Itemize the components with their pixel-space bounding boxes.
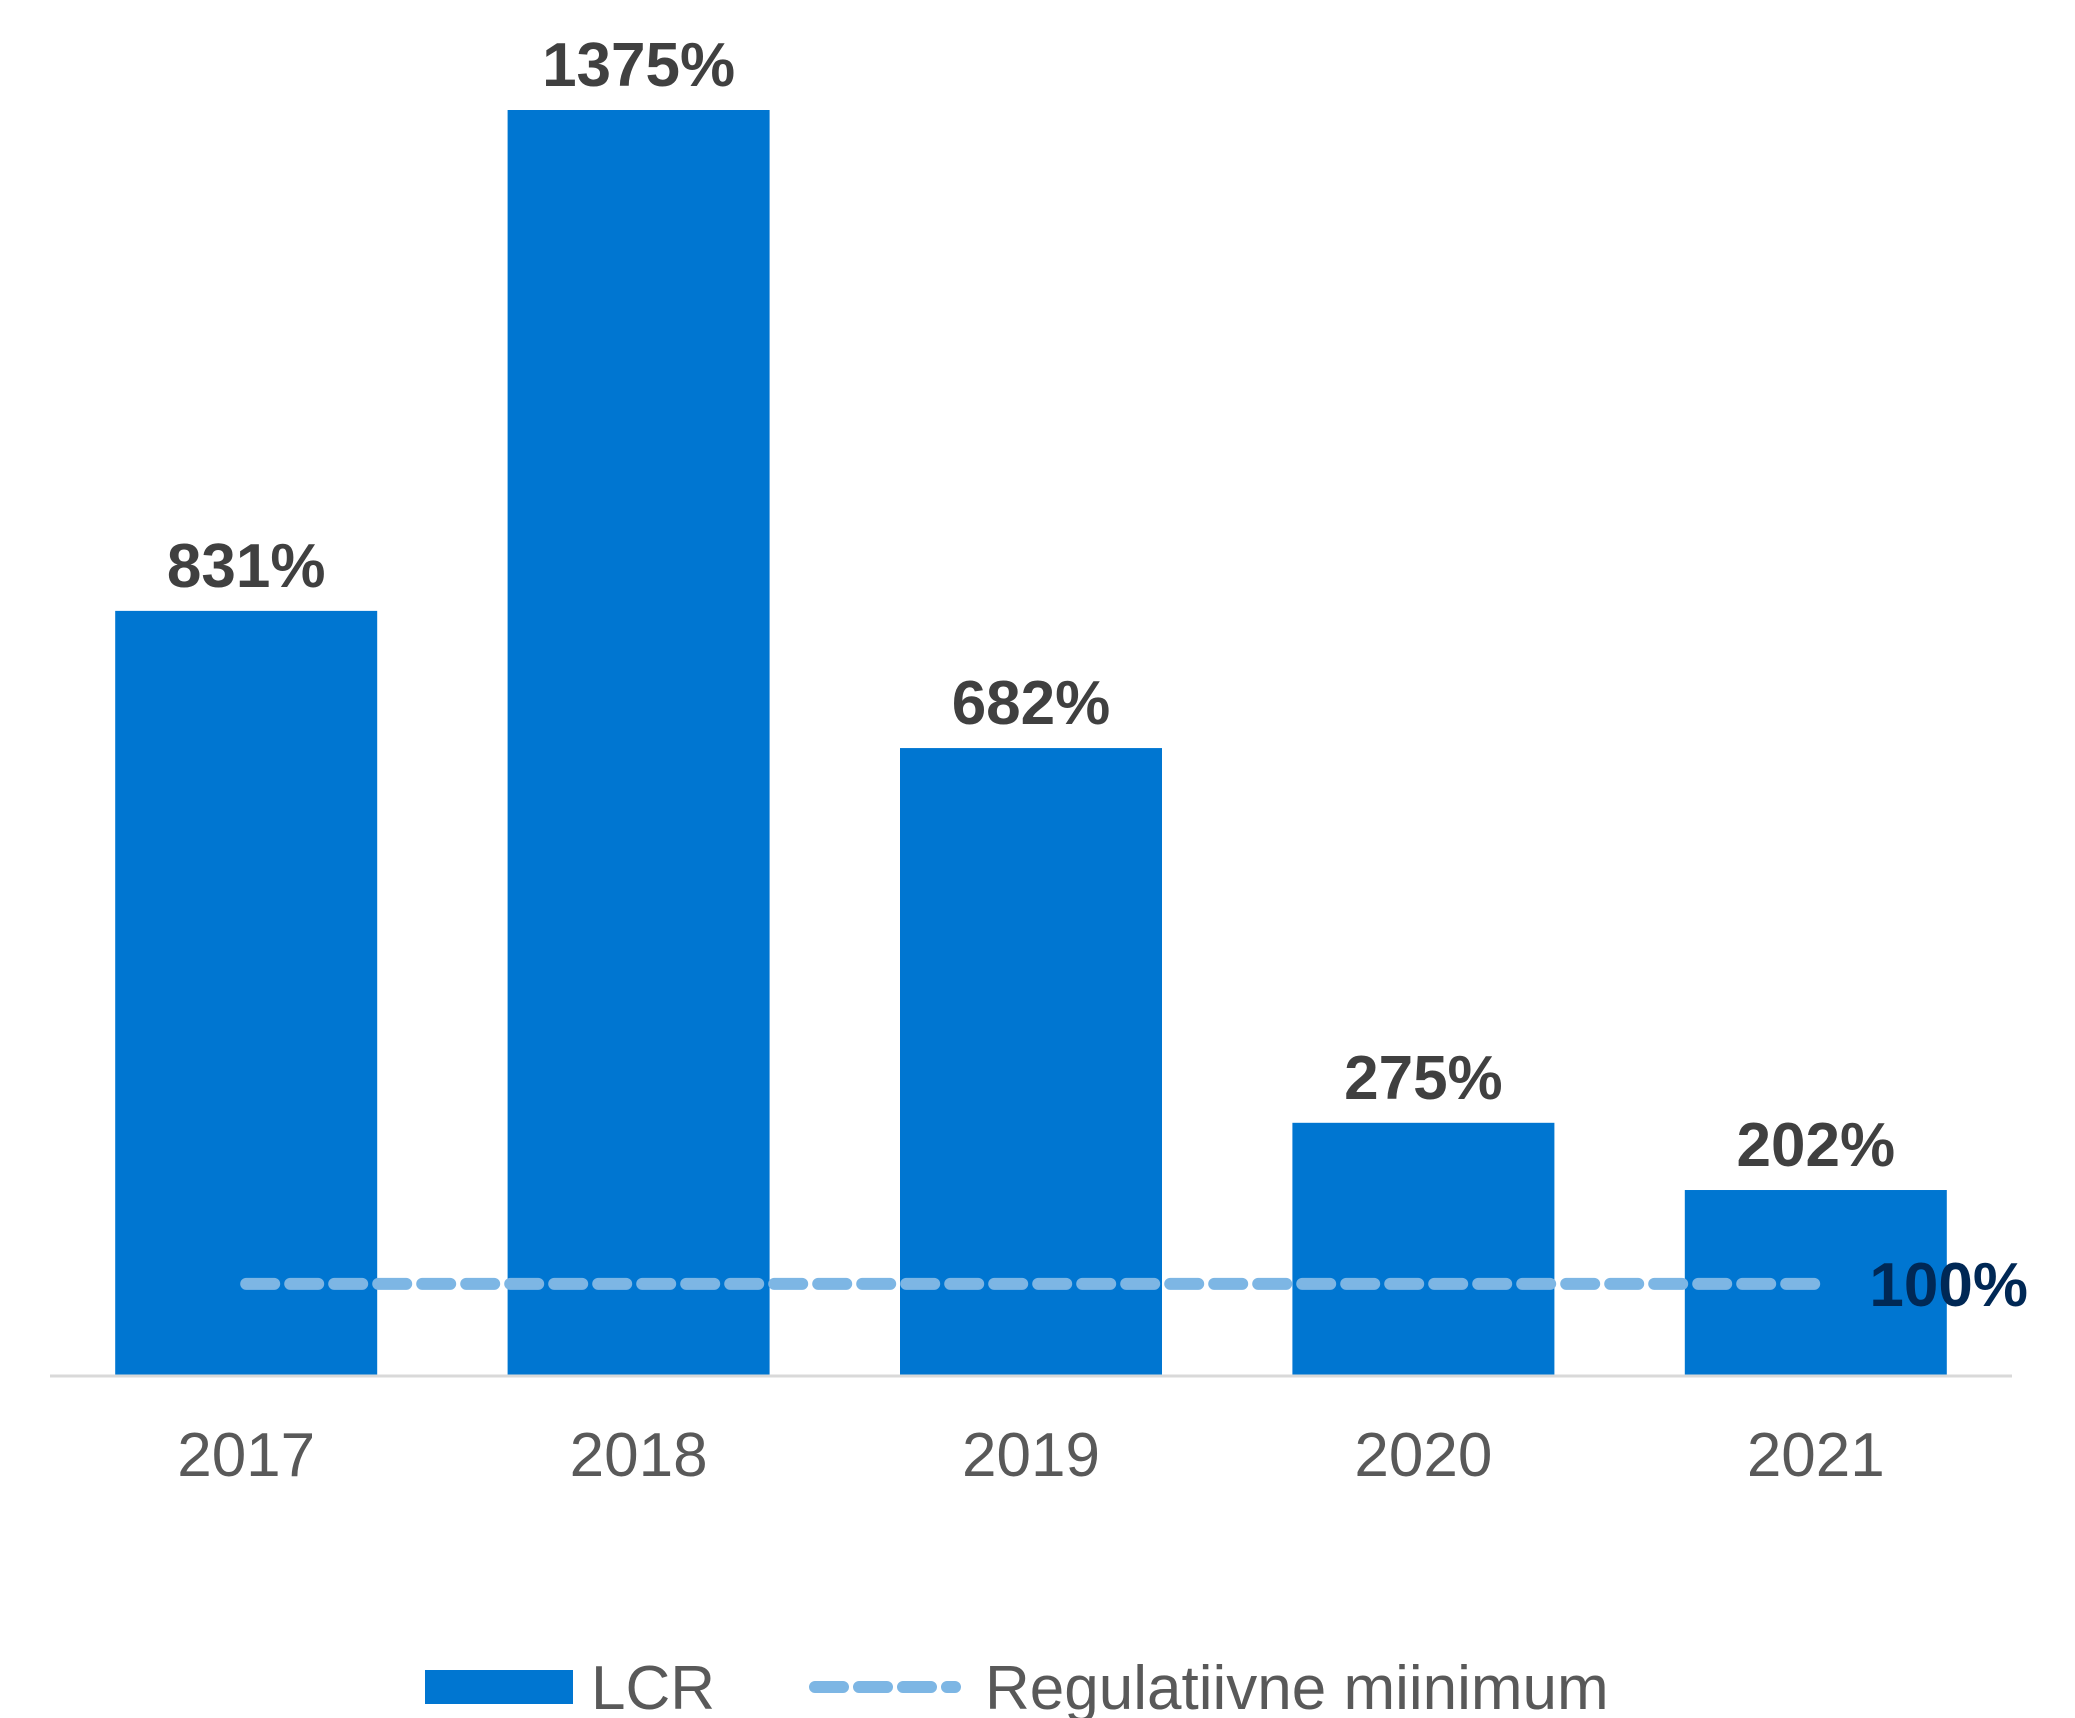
data-label-2019: 682% xyxy=(952,669,1111,738)
legend-label-minimum: Regulatiivne miinimum xyxy=(985,1654,1609,1718)
data-label-2021: 202% xyxy=(1737,1111,1896,1180)
x-tick-labels-group: 2017 2018 2019 2020 2021 xyxy=(177,1421,1885,1490)
legend: LCR Regulatiivne miinimum xyxy=(425,1654,1609,1718)
data-label-2020: 275% xyxy=(1344,1044,1503,1113)
regulatory-minimum-label: 100% xyxy=(1869,1251,2028,1320)
bar-2017 xyxy=(115,610,378,1376)
data-label-2017: 831% xyxy=(167,532,326,601)
x-tick-label-2020: 2020 xyxy=(1354,1421,1492,1490)
x-tick-label-2017: 2017 xyxy=(177,1421,315,1490)
legend-swatch-lcr xyxy=(425,1670,573,1704)
bars-group xyxy=(115,110,1947,1376)
x-tick-label-2021: 2021 xyxy=(1747,1421,1885,1490)
legend-label-lcr: LCR xyxy=(591,1654,715,1718)
data-label-2018: 1375% xyxy=(542,31,735,100)
value-labels-group: 831% 1375% 682% 275% 202% xyxy=(167,31,1895,1180)
x-tick-label-2018: 2018 xyxy=(570,1421,708,1490)
bar-2019 xyxy=(900,748,1162,1376)
reference-line-group: 100% xyxy=(240,1251,2028,1320)
x-tick-label-2019: 2019 xyxy=(962,1421,1100,1490)
bar-2020 xyxy=(1292,1122,1555,1376)
bar-2018 xyxy=(507,110,770,1376)
